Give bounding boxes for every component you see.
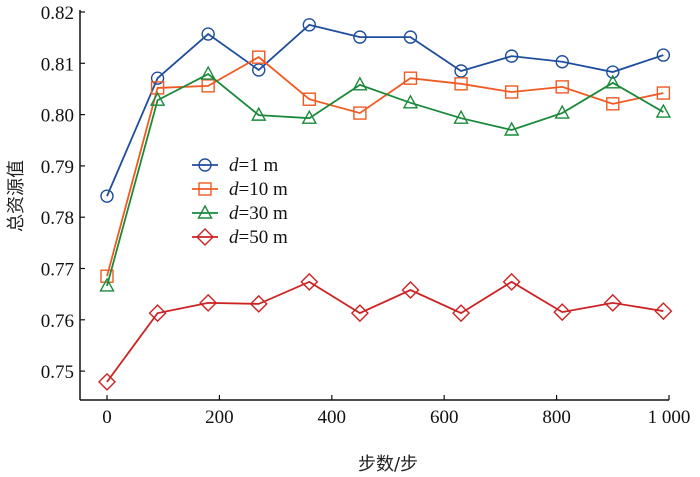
data-point-triangle — [503, 121, 520, 136]
data-point-diamond — [199, 293, 218, 312]
series-line — [106, 56, 664, 277]
legend-label: d=30 m — [229, 203, 288, 224]
series-diamond — [98, 272, 673, 391]
data-point-triangle — [554, 104, 570, 119]
legend-label-value: =1 m — [239, 155, 279, 176]
legend-label-variable: d — [229, 179, 239, 200]
data-point-triangle — [453, 109, 469, 124]
data-point-triangle — [301, 109, 317, 124]
legend-marker-square — [198, 182, 212, 196]
data-point-diamond — [249, 294, 268, 313]
data-point-circle — [403, 30, 418, 44]
y-tick-label: 0.80 — [41, 106, 74, 127]
data-point-diamond — [148, 304, 167, 323]
legend-item: d=10 m — [192, 179, 288, 200]
data-point-square — [555, 80, 569, 94]
data-point-circle — [100, 189, 114, 203]
x-ticks: 0 200 400 600 800 1 000 — [102, 395, 690, 428]
data-point-triangle — [200, 65, 216, 80]
legend: d=1 md=10 md=30 md=50 m — [192, 155, 288, 248]
x-tick-label: 1 000 — [648, 407, 691, 428]
data-point-diamond — [98, 372, 116, 391]
data-point-triangle — [149, 91, 166, 106]
data-point-triangle — [655, 103, 672, 118]
data-point-triangle — [99, 277, 115, 292]
series-circle — [100, 18, 671, 203]
x-axis-title: 步数/步 — [358, 454, 418, 475]
x-tick-label: 600 — [430, 407, 459, 428]
data-point-square — [100, 269, 114, 283]
y-tick-label: 0.82 — [41, 3, 74, 24]
x-tick-label: 800 — [542, 407, 571, 428]
legend-marker-circle — [198, 158, 212, 172]
y-ticks: 0.75 0.76 0.77 0.78 0.79 0.80 0.81 0.82 — [41, 3, 85, 383]
y-axis-title: 总资源值 — [6, 160, 27, 232]
data-point-square — [606, 97, 620, 111]
legend-label-variable: d — [229, 227, 239, 248]
data-point-square — [656, 86, 671, 100]
legend-marker-triangle — [197, 204, 213, 219]
legend-label: d=10 m — [229, 179, 288, 200]
y-tick-label: 0.81 — [41, 54, 74, 75]
data-point-square — [201, 79, 215, 93]
data-point-circle — [201, 27, 215, 41]
data-point-diamond — [654, 302, 673, 321]
data-point-square — [302, 92, 317, 106]
data-point-triangle — [402, 94, 419, 109]
data-point-diamond — [553, 303, 572, 322]
data-point-square — [403, 71, 418, 85]
legend-label-value: =30 m — [239, 203, 288, 224]
legend-marker-diamond — [196, 228, 214, 246]
data-point-circle — [302, 18, 317, 32]
x-tick-label: 400 — [318, 407, 347, 428]
series-triangle — [99, 65, 672, 292]
data-point-triangle — [352, 76, 368, 91]
axes: 0.75 0.76 0.77 0.78 0.79 0.80 0.81 0.82 0 200 400… — [41, 3, 691, 428]
y-tick-label: 0.78 — [41, 208, 74, 229]
legend-label: d=1 m — [229, 155, 278, 176]
y-tick-label: 0.79 — [41, 157, 74, 178]
legend-label-value: =10 m — [239, 179, 288, 200]
legend-item: d=30 m — [192, 203, 288, 224]
data-point-circle — [252, 63, 266, 77]
series-line — [106, 280, 664, 383]
data-point-circle — [150, 71, 165, 85]
series-square — [100, 50, 671, 283]
series-layer — [98, 18, 673, 391]
legend-item: d=1 m — [192, 155, 278, 176]
series-line — [106, 73, 664, 287]
data-point-square — [454, 77, 468, 91]
data-point-diamond — [300, 272, 319, 291]
data-point-square — [252, 50, 266, 64]
data-point-circle — [454, 64, 468, 78]
y-tick-label: 0.75 — [41, 362, 74, 383]
legend-label: d=50 m — [229, 227, 288, 248]
series-line — [106, 23, 664, 197]
legend-item: d=50 m — [192, 227, 288, 248]
data-point-circle — [606, 65, 620, 79]
x-tick-label: 200 — [205, 407, 234, 428]
legend-label-variable: d — [229, 155, 239, 176]
data-point-triangle — [251, 106, 267, 121]
legend-label-variable: d — [229, 203, 239, 224]
legend-label-value: =50 m — [239, 227, 288, 248]
data-point-diamond — [452, 304, 471, 323]
data-point-triangle — [605, 74, 621, 89]
data-point-diamond — [350, 304, 369, 323]
data-point-circle — [656, 48, 671, 62]
data-point-square — [504, 85, 519, 99]
data-point-circle — [555, 55, 569, 69]
data-point-diamond — [603, 293, 622, 312]
data-point-diamond — [502, 272, 521, 291]
data-point-circle — [504, 49, 519, 63]
y-tick-label: 0.77 — [41, 260, 74, 281]
data-point-circle — [353, 30, 367, 44]
x-tick-label: 0 — [102, 407, 112, 428]
y-tick-label: 0.76 — [41, 311, 74, 332]
data-point-square — [353, 106, 367, 120]
data-point-diamond — [401, 281, 420, 300]
